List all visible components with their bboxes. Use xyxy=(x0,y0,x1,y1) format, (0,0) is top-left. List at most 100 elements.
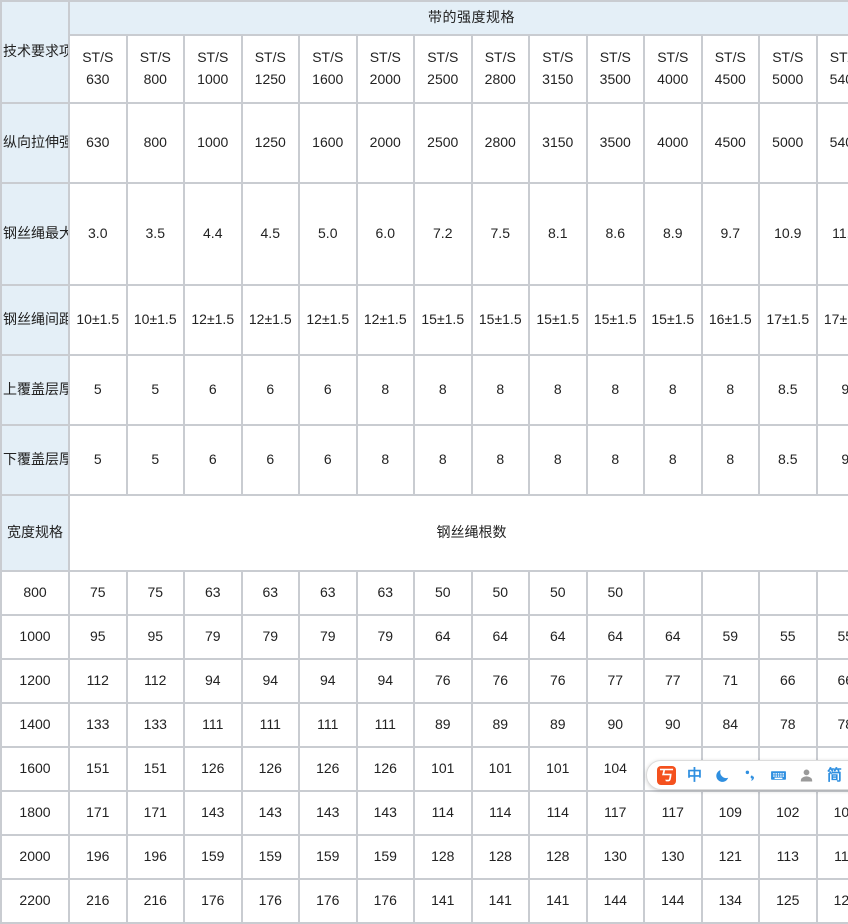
data-cell: 101 xyxy=(473,748,529,790)
data-cell: 8 xyxy=(473,356,529,424)
column-header-prefix: ST/S xyxy=(427,49,458,65)
data-cell: 89 xyxy=(530,704,586,746)
moon-icon[interactable] xyxy=(713,766,732,785)
data-cell xyxy=(645,572,701,614)
data-cell: 9 xyxy=(818,426,848,494)
data-cell: 17±1.5 xyxy=(818,286,848,354)
data-cell: 8 xyxy=(358,426,414,494)
width-label-cell: 1600 xyxy=(2,748,68,790)
data-cell: 12±1.5 xyxy=(185,286,241,354)
data-cell: 114 xyxy=(415,792,471,834)
data-cell: 101 xyxy=(415,748,471,790)
column-header-5400: ST/S5400 xyxy=(818,36,848,102)
data-cell: 159 xyxy=(185,836,241,878)
data-cell: 176 xyxy=(185,880,241,922)
table-row: 纵向拉伸强度6308001000125016002000250028003150… xyxy=(2,104,848,182)
data-cell: 8.6 xyxy=(588,184,644,284)
data-cell: 63 xyxy=(358,572,414,614)
data-cell: 79 xyxy=(243,616,299,658)
data-cell: 5.0 xyxy=(300,184,356,284)
data-cell: 94 xyxy=(300,660,356,702)
data-cell: 4000 xyxy=(645,104,701,182)
sogou-logo-icon-glyph: 丂 xyxy=(660,768,674,782)
data-cell: 1000 xyxy=(185,104,241,182)
data-cell: 114 xyxy=(530,792,586,834)
data-cell: 95 xyxy=(128,616,184,658)
column-header-4000: ST/S 4000 xyxy=(645,36,701,102)
data-cell: 117 xyxy=(588,792,644,834)
column-header-value: 4000 xyxy=(657,71,688,87)
data-cell: 55 xyxy=(818,616,848,658)
punctuation-icon[interactable] xyxy=(741,766,760,785)
data-cell: 12±1.5 xyxy=(243,286,299,354)
data-cell xyxy=(818,572,848,614)
data-cell: 143 xyxy=(300,792,356,834)
data-cell: 5 xyxy=(70,356,126,424)
width-label-cell: 1000 xyxy=(2,616,68,658)
user-account-icon[interactable] xyxy=(797,766,816,785)
data-cell: 216 xyxy=(70,880,126,922)
data-cell: 90 xyxy=(645,704,701,746)
width-label-cell: 1800 xyxy=(2,792,68,834)
data-cell: 94 xyxy=(243,660,299,702)
data-cell: 126 xyxy=(243,748,299,790)
column-header-prefix: ST/S xyxy=(657,49,688,65)
width-label-cell: 1200 xyxy=(2,660,68,702)
data-cell: 66 xyxy=(818,660,848,702)
data-cell: 79 xyxy=(300,616,356,658)
data-cell: 95 xyxy=(70,616,126,658)
sogou-ime-toolbar[interactable]: 丂中 简 xyxy=(646,760,848,790)
data-cell: 6 xyxy=(300,356,356,424)
column-header-value: 2500 xyxy=(427,71,458,87)
column-header-prefix: ST/S xyxy=(485,49,516,65)
data-cell: 102 xyxy=(760,792,816,834)
data-cell: 143 xyxy=(358,792,414,834)
data-cell: 130 xyxy=(645,836,701,878)
simplified-mode-icon[interactable]: 简 xyxy=(825,766,844,785)
data-cell: 94 xyxy=(185,660,241,702)
soft-keyboard-icon[interactable] xyxy=(769,766,788,785)
column-header-2800: ST/S 2800 xyxy=(473,36,529,102)
data-cell: 125 xyxy=(760,880,816,922)
data-cell: 8 xyxy=(415,356,471,424)
data-cell: 134 xyxy=(703,880,759,922)
data-cell: 66 xyxy=(760,660,816,702)
data-cell: 4500 xyxy=(703,104,759,182)
data-cell: 8.5 xyxy=(760,426,816,494)
row-label-cell: 上覆盖层厚度 xyxy=(2,356,68,424)
column-header-value: 1000 xyxy=(197,71,228,87)
data-cell: 114 xyxy=(473,792,529,834)
data-cell: 101 xyxy=(530,748,586,790)
column-header-prefix: ST/S xyxy=(715,49,746,65)
data-cell: 76 xyxy=(530,660,586,702)
column-header-prefix: ST/S xyxy=(255,49,286,65)
data-cell: 133 xyxy=(128,704,184,746)
data-cell: 15±1.5 xyxy=(415,286,471,354)
data-cell: 5 xyxy=(128,426,184,494)
chinese-mode-icon[interactable]: 中 xyxy=(685,766,704,785)
data-cell: 55 xyxy=(760,616,816,658)
data-cell: 8.5 xyxy=(760,356,816,424)
data-cell: 112 xyxy=(128,660,184,702)
simplified-mode-icon-glyph: 简 xyxy=(827,768,842,783)
data-cell: 159 xyxy=(243,836,299,878)
data-cell: 6 xyxy=(185,426,241,494)
row-label-cell: 钢丝绳间距 xyxy=(2,286,68,354)
data-cell: 104 xyxy=(588,748,644,790)
data-cell: 63 xyxy=(243,572,299,614)
table-header-row-banner: 技术要求项目带的强度规格 xyxy=(2,2,848,34)
chinese-mode-icon-glyph: 中 xyxy=(687,768,702,783)
column-header-prefix: ST/S xyxy=(772,49,803,65)
column-header-value: 2800 xyxy=(485,71,516,87)
data-cell: 216 xyxy=(128,880,184,922)
stub-header-cell: 技术要求项目 xyxy=(2,2,68,102)
sogou-logo-icon[interactable]: 丂 xyxy=(657,766,676,785)
data-cell: 176 xyxy=(243,880,299,922)
